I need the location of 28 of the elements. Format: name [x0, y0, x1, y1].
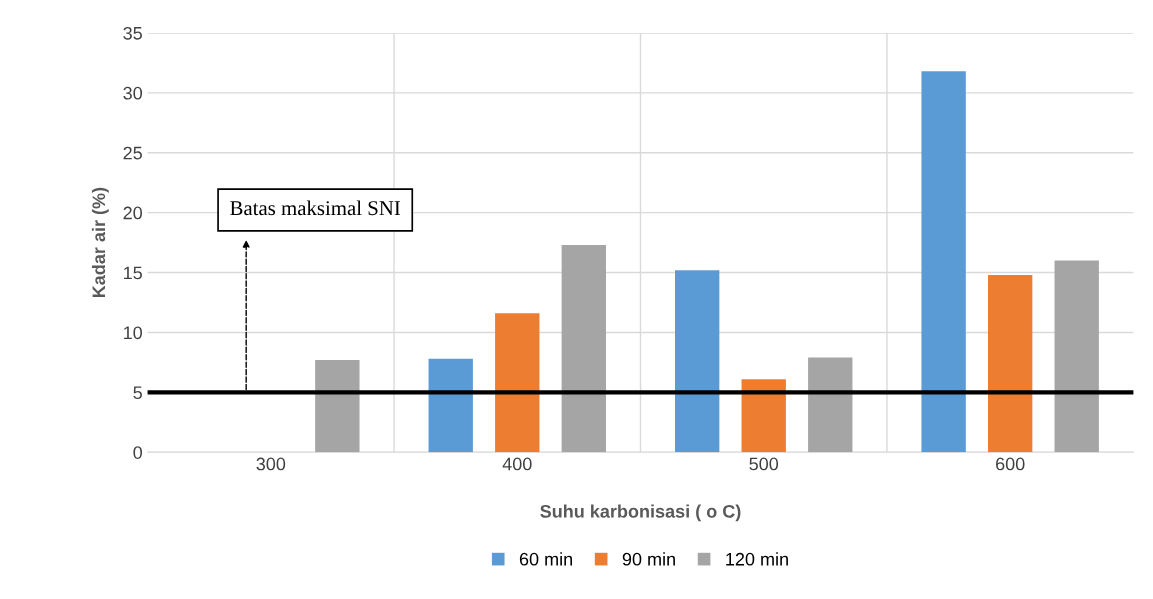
legend-label: 90 min — [622, 552, 675, 566]
bar — [428, 358, 473, 453]
y-tick-label: 25 — [123, 146, 142, 160]
y-axis-title: Kadar air (%) — [91, 187, 109, 298]
bar — [561, 244, 606, 453]
x-tick-label: 500 — [749, 457, 779, 471]
bar — [675, 270, 720, 453]
bar — [495, 313, 540, 453]
x-axis-title: Suhu karbonisasi ( o C) — [540, 504, 741, 522]
y-tick-label: 35 — [123, 26, 142, 40]
y-tick-label: 15 — [124, 266, 142, 280]
bar — [987, 274, 1033, 453]
y-tick-label: 20 — [123, 206, 143, 220]
bar — [1054, 260, 1099, 453]
y-tick-label: 0 — [133, 446, 143, 459]
bar — [808, 357, 853, 453]
x-tick-label: 400 — [502, 457, 532, 471]
y-tick-label: 5 — [133, 386, 142, 400]
y-tick-label: 10 — [124, 326, 143, 340]
ref-line-label: Batas maksimal SNI — [230, 200, 401, 216]
x-tick-label: 600 — [996, 457, 1025, 471]
bar — [315, 360, 360, 453]
legend-label: 120 min — [726, 552, 788, 566]
x-tick-label: 300 — [256, 457, 286, 471]
bar — [921, 71, 966, 453]
legend-label: 60 min — [519, 552, 572, 566]
bar — [741, 379, 786, 453]
y-tick-label: 30 — [123, 86, 143, 100]
